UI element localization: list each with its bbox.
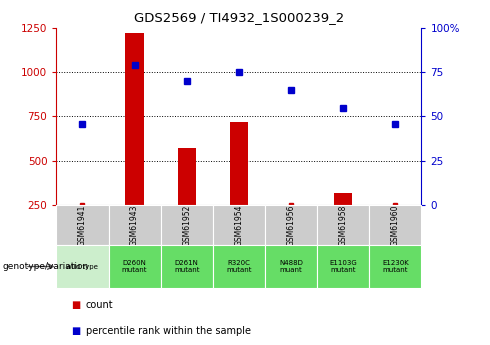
Bar bbox=[265, 245, 317, 288]
Text: E1103G
mutant: E1103G mutant bbox=[329, 260, 357, 273]
Text: GSM61958: GSM61958 bbox=[339, 205, 348, 246]
Text: GSM61943: GSM61943 bbox=[130, 204, 139, 246]
Bar bbox=[369, 245, 421, 288]
Text: ■: ■ bbox=[71, 326, 80, 336]
Text: D261N
mutant: D261N mutant bbox=[174, 260, 199, 273]
Bar bbox=[108, 245, 161, 288]
Text: GSM61954: GSM61954 bbox=[234, 204, 244, 246]
Bar bbox=[369, 205, 421, 245]
Text: ■: ■ bbox=[71, 300, 80, 310]
Bar bbox=[213, 205, 265, 245]
Text: E1230K
mutant: E1230K mutant bbox=[382, 260, 409, 273]
Bar bbox=[317, 205, 369, 245]
Bar bbox=[334, 193, 352, 205]
Bar bbox=[56, 205, 108, 245]
Text: count: count bbox=[86, 300, 113, 310]
Text: D260N
mutant: D260N mutant bbox=[122, 260, 147, 273]
Bar bbox=[177, 148, 196, 205]
Text: N488D
muant: N488D muant bbox=[279, 260, 303, 273]
Text: GSM61956: GSM61956 bbox=[287, 204, 295, 246]
Bar bbox=[265, 205, 317, 245]
Bar bbox=[108, 205, 161, 245]
Bar bbox=[125, 33, 144, 205]
Bar bbox=[230, 122, 248, 205]
Title: GDS2569 / TI4932_1S000239_2: GDS2569 / TI4932_1S000239_2 bbox=[134, 11, 344, 24]
Bar bbox=[213, 245, 265, 288]
Text: genotype/variation: genotype/variation bbox=[2, 262, 89, 271]
Text: wild type: wild type bbox=[67, 264, 98, 269]
Bar bbox=[56, 245, 108, 288]
Text: GSM61941: GSM61941 bbox=[78, 205, 87, 246]
Bar bbox=[161, 245, 213, 288]
Bar bbox=[317, 245, 369, 288]
Bar bbox=[161, 205, 213, 245]
Text: GSM61960: GSM61960 bbox=[391, 204, 400, 246]
Text: R320C
mutant: R320C mutant bbox=[226, 260, 252, 273]
Text: GSM61952: GSM61952 bbox=[182, 205, 191, 246]
Text: percentile rank within the sample: percentile rank within the sample bbox=[86, 326, 251, 336]
